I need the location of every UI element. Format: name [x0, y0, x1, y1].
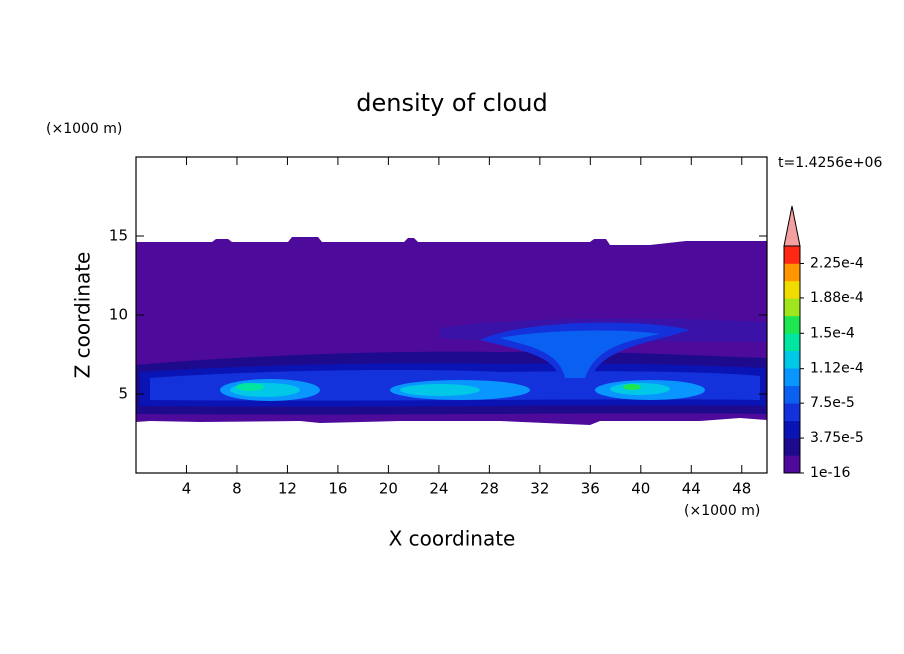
- x-tick-label: 32: [530, 480, 549, 498]
- colorbar-tick-label: 2.25e-4: [810, 255, 864, 271]
- colorbar-band: [784, 333, 800, 352]
- colorbar-tick-label: 1.88e-4: [810, 290, 864, 306]
- time-label: t=1.4256e+06: [778, 155, 882, 171]
- colorbar-band: [784, 385, 800, 404]
- y-tick-label: 15: [109, 227, 128, 245]
- field-region: [236, 383, 264, 391]
- x-tick-label: 36: [581, 480, 600, 498]
- colorbar-band: [784, 315, 800, 334]
- colorbar-band: [784, 368, 800, 386]
- x-tick-label: 12: [278, 480, 297, 498]
- x-axis-label: X coordinate: [389, 527, 516, 551]
- colorbar-tick-label: 1.12e-4: [810, 361, 864, 377]
- field-region: [623, 384, 641, 390]
- contour-field: [136, 237, 767, 425]
- y-tick-label: 10: [109, 306, 128, 324]
- colorbar-band: [784, 403, 800, 421]
- x-tick-label: 24: [429, 480, 448, 498]
- colorbar-band: [784, 263, 800, 282]
- field-region: [610, 383, 670, 395]
- x-tick-label: 28: [480, 480, 499, 498]
- field-region: [400, 384, 480, 396]
- colorbar-band: [784, 350, 800, 369]
- x-tick-label: 20: [379, 480, 398, 498]
- colorbar-tick-label: 7.5e-5: [810, 395, 855, 411]
- colorbar-band: [784, 455, 800, 474]
- colorbar-tick-label: 1.5e-4: [810, 325, 855, 341]
- colorbar-band: [784, 298, 800, 317]
- y-axis-label: Z coordinate: [71, 252, 95, 379]
- y-tick-label: 5: [118, 385, 128, 403]
- x-tick-label: 44: [682, 480, 701, 498]
- x-unit-label: (×1000 m): [684, 503, 760, 519]
- colorbar-frame: [783, 245, 801, 474]
- colorbar-extend: [783, 205, 801, 247]
- y-unit-label: (×1000 m): [46, 121, 122, 137]
- field-region: [500, 330, 660, 378]
- colorbar-band: [784, 246, 800, 264]
- x-tick-label: 48: [732, 480, 751, 498]
- x-tick-label: 4: [182, 480, 192, 498]
- chart-title: density of cloud: [356, 89, 547, 117]
- x-tick-label: 40: [631, 480, 650, 498]
- x-tick-label: 8: [232, 480, 242, 498]
- colorbar-tick-label: 3.75e-5: [810, 430, 864, 446]
- colorbar-band: [784, 420, 800, 439]
- x-tick-label: 16: [328, 480, 347, 498]
- colorbar-band: [784, 280, 800, 299]
- colorbar-band: [784, 438, 800, 456]
- colorbar-tick-label: 1e-16: [810, 465, 850, 481]
